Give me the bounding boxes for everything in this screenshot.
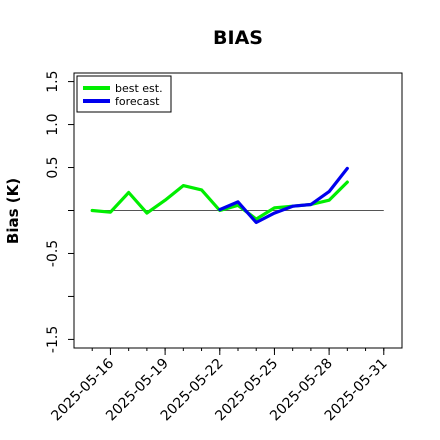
y-tick-label: -1.5 — [45, 326, 61, 353]
legend-label-best-est: best est. — [115, 82, 163, 95]
chart-title: BIAS — [213, 27, 263, 49]
legend: best est. forecast — [76, 75, 172, 113]
y-tick-label: 1.0 — [45, 113, 61, 135]
y-tick-label: 1.5 — [45, 70, 61, 92]
legend-label-forecast: forecast — [115, 95, 160, 108]
series-line-1 — [218, 166, 349, 225]
series-line-0 — [90, 180, 349, 221]
series-layer — [90, 166, 349, 225]
y-axis-label: Bias (K) — [4, 178, 22, 244]
y-tick-label: -0.5 — [45, 240, 61, 267]
y-axis: -1.5 -0.5 0.5 1.0 1.5 — [45, 70, 74, 353]
legend-frame — [76, 75, 172, 113]
y-tick-label: 0.5 — [45, 156, 61, 178]
x-axis: 2025-05-162025-05-192025-05-222025-05-25… — [48, 348, 391, 424]
